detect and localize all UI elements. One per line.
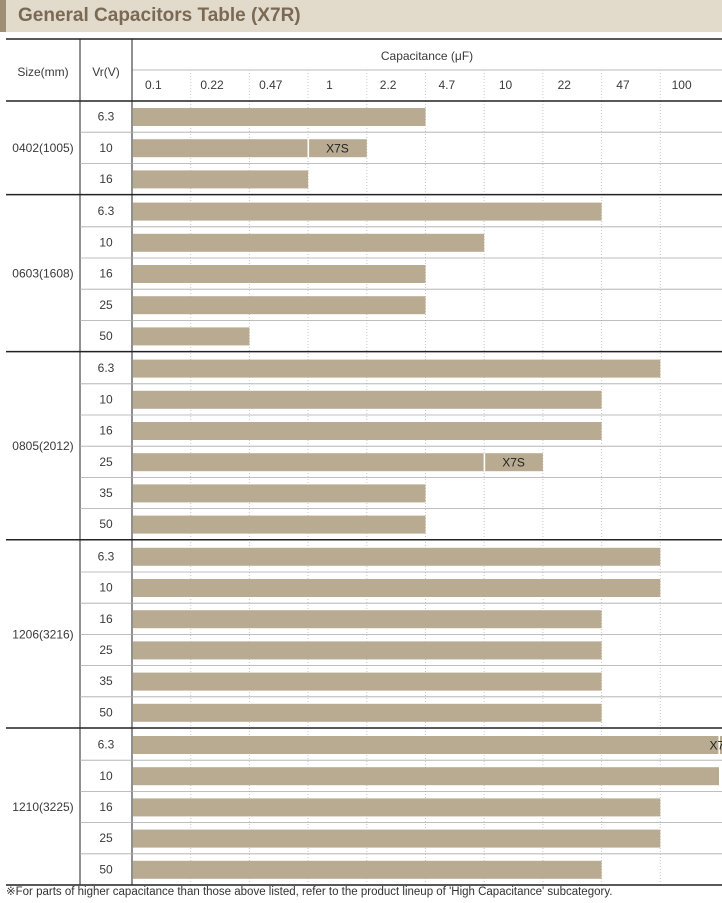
capacitance-bar: [133, 265, 426, 283]
capacitance-bar: [133, 108, 426, 126]
capacitance-bar: [133, 703, 602, 722]
capacitance-bar: [133, 359, 661, 378]
capacitance-bar: [133, 296, 426, 315]
extension-bar: [720, 736, 722, 754]
voltage-label: 35: [99, 674, 113, 688]
voltage-label: 6.3: [98, 738, 115, 752]
extension-bar: [309, 139, 367, 158]
voltage-label: 25: [99, 643, 113, 657]
voltage-label: 16: [99, 612, 113, 626]
capacitance-bar: [133, 327, 250, 346]
voltage-label: 6.3: [98, 204, 115, 218]
capacitance-bar: [133, 641, 602, 660]
capacitance-bar: [133, 610, 602, 629]
voltage-label: 25: [99, 831, 113, 845]
extension-label: X7S: [326, 142, 349, 156]
size-label: 1210(3225): [12, 800, 73, 814]
capacitance-bar: [133, 767, 719, 786]
capacitance-bar: [133, 860, 602, 879]
capacitance-bar: [133, 233, 485, 252]
x-tick-label: 4.7: [439, 78, 456, 92]
voltage-label: 6.3: [98, 549, 115, 563]
capacitance-bar: [133, 579, 661, 597]
capacitance-bar: [133, 829, 661, 848]
voltage-label: 50: [99, 862, 113, 876]
x-tick-label: 100: [672, 78, 692, 92]
x-tick-label: 0.47: [259, 78, 283, 92]
x-axis-label: Capacitance (μF): [381, 49, 473, 63]
voltage-column-header: Vr(V): [92, 65, 120, 79]
capacitance-bar: [133, 202, 602, 221]
voltage-label: 50: [99, 329, 113, 343]
voltage-label: 25: [99, 455, 113, 469]
voltage-label: 50: [99, 705, 113, 719]
voltage-label: 25: [99, 298, 113, 312]
x-tick-label: 22: [558, 78, 572, 92]
capacitance-bar: [133, 170, 309, 189]
voltage-label: 16: [99, 800, 113, 814]
voltage-label: 6.3: [98, 361, 115, 375]
capacitance-bar: [133, 547, 661, 566]
title-accent: [0, 0, 6, 32]
capacitance-bar: [133, 672, 602, 691]
x-tick-label: 47: [616, 78, 630, 92]
size-label: 1206(3216): [12, 627, 73, 641]
size-label: 0402(1005): [12, 141, 73, 155]
title-bar: General Capacitors Table (X7R): [0, 0, 722, 32]
extension-label: X7S: [502, 456, 525, 470]
voltage-label: 35: [99, 486, 113, 500]
capacitance-bar: [133, 484, 426, 503]
capacitance-bar: [133, 390, 602, 409]
size-column-header: Size(mm): [17, 65, 68, 79]
x-tick-label: 1: [326, 78, 333, 92]
extension-bar: [485, 453, 543, 472]
capacitance-bar: [133, 736, 719, 754]
voltage-label: 16: [99, 172, 113, 186]
voltage-label: 10: [99, 235, 113, 249]
voltage-label: 10: [99, 141, 113, 155]
voltage-label: 10: [99, 392, 113, 406]
x-tick-label: 2.2: [380, 78, 397, 92]
capacitance-bar: [133, 422, 602, 440]
voltage-label: 10: [99, 581, 113, 595]
capacitance-bar: [133, 453, 485, 472]
capacitance-bar: [133, 139, 309, 158]
capacitance-bar: [133, 798, 661, 817]
voltage-label: 10: [99, 769, 113, 783]
page-title: General Capacitors Table (X7R): [18, 5, 301, 26]
size-label: 0805(2012): [12, 439, 73, 453]
capacitance-bar: [133, 515, 426, 534]
footnote: ※For parts of higher capacitance than th…: [6, 886, 613, 898]
size-label: 0603(1608): [12, 267, 73, 281]
voltage-label: 16: [99, 267, 113, 281]
voltage-label: 6.3: [98, 110, 115, 124]
voltage-label: 16: [99, 424, 113, 438]
x-tick-label: 0.22: [200, 78, 224, 92]
x-tick-label: 0.1: [145, 78, 162, 92]
x-tick-label: 10: [499, 78, 513, 92]
voltage-label: 50: [99, 517, 113, 531]
extension-label: X7T: [709, 739, 722, 753]
